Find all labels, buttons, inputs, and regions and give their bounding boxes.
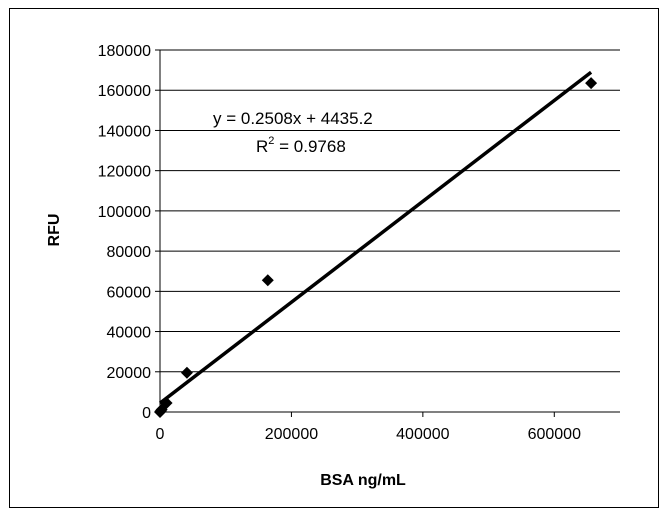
y-tick-label: 0 <box>142 405 151 422</box>
data-point <box>261 274 274 287</box>
r-squared-prefix: R <box>256 137 268 156</box>
y-tick-label: 40000 <box>107 325 152 342</box>
data-point <box>585 77 598 90</box>
y-tick-label: 180000 <box>98 43 151 60</box>
data-point <box>160 396 173 409</box>
y-tick-label: 100000 <box>98 204 151 221</box>
gridlines <box>160 49 620 373</box>
chart-frame <box>9 8 659 508</box>
y-tick-label: 60000 <box>107 284 152 301</box>
trendline-group <box>158 70 593 405</box>
x-tick-label: 600000 <box>528 426 581 443</box>
y-tick-labels: 0 20000 40000 60000 80000 100000 120000 140000 1… <box>98 43 151 422</box>
x-tick-label: 0 <box>156 426 165 443</box>
x-axis-title: BSA ng/mL <box>320 472 406 489</box>
r-squared-superscript: 2 <box>268 135 274 147</box>
y-tick-label: 80000 <box>107 244 152 261</box>
y-tick-label: 160000 <box>98 83 151 100</box>
linear-trendline <box>158 70 593 405</box>
x-tick-labels: 0 200000 400000 600000 <box>156 426 582 443</box>
y-tick-label: 120000 <box>98 164 151 181</box>
r-squared-annotation: R2 = 0.9768 <box>256 135 346 156</box>
r-squared-value: = 0.9768 <box>274 137 345 156</box>
data-points <box>154 77 598 418</box>
x-tick-label: 400000 <box>396 426 449 443</box>
y-axis-title: RFU <box>46 214 63 247</box>
equation-annotation: y = 0.2508x + 4435.2 <box>213 109 373 128</box>
x-tick-label: 200000 <box>265 426 318 443</box>
y-tick-label: 140000 <box>98 123 151 140</box>
y-tick-label: 20000 <box>107 365 152 382</box>
data-point <box>180 366 193 379</box>
